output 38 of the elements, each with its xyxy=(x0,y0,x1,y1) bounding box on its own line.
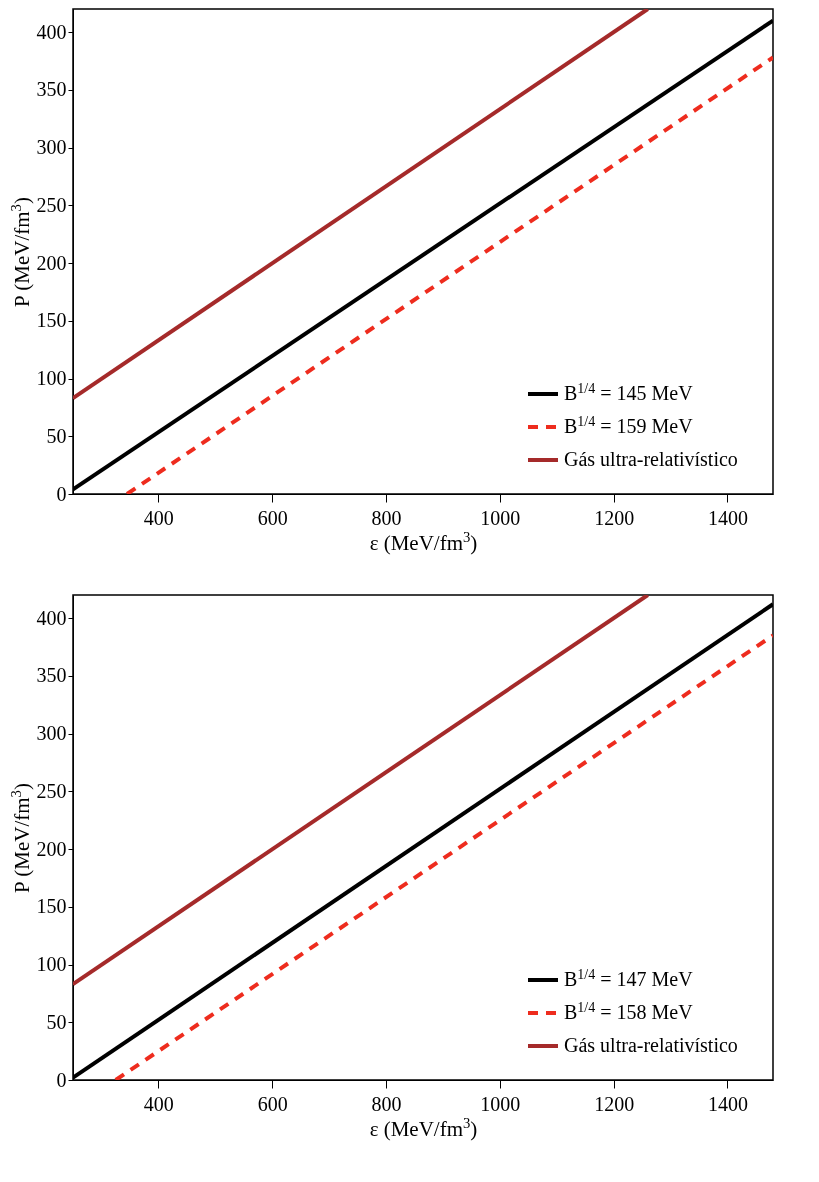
x-axis-title: ε (MeV/fm$^{3}$) xyxy=(369,528,478,555)
y-tick-label: 300 xyxy=(36,136,67,159)
y-tick-label: 150 xyxy=(36,895,67,918)
y-tick-label: 400 xyxy=(36,606,67,629)
y-tick-label: 200 xyxy=(36,837,67,860)
x-tick-label: 1000 xyxy=(480,1092,521,1115)
legend-label: B$^{1/4}$ = 159 MeV xyxy=(564,413,694,437)
y-tick-label: 250 xyxy=(36,779,67,802)
y-tick-label: 200 xyxy=(36,251,67,274)
x-tick-label: 1400 xyxy=(707,1092,748,1115)
x-axis-title: ε (MeV/fm$^{3}$) xyxy=(369,1114,478,1141)
x-tick-label: 800 xyxy=(371,506,402,529)
y-tick-label: 100 xyxy=(36,953,67,976)
y-tick-label: 50 xyxy=(46,1010,67,1033)
x-tick-label: 800 xyxy=(371,1092,402,1115)
y-tick-label: 0 xyxy=(56,1068,67,1091)
x-tick-label: 1200 xyxy=(594,1092,635,1115)
x-tick-label: 400 xyxy=(143,1092,174,1115)
legend-label: Gás ultra-relativístico xyxy=(564,448,738,470)
x-tick-label: 600 xyxy=(257,1092,288,1115)
y-tick-label: 150 xyxy=(36,309,67,332)
x-tick-label: 1000 xyxy=(480,506,521,529)
legend-label: B$^{1/4}$ = 147 MeV xyxy=(564,966,694,990)
y-tick-label: 100 xyxy=(36,367,67,390)
x-tick-label: 400 xyxy=(143,506,174,529)
y-tick-label: 0 xyxy=(56,482,67,505)
x-tick-label: 1400 xyxy=(707,506,748,529)
x-tick-label: 600 xyxy=(257,506,288,529)
y-tick-label: 350 xyxy=(36,78,67,101)
legend-label: B$^{1/4}$ = 145 MeV xyxy=(564,380,694,404)
legend-label: Gás ultra-relativístico xyxy=(564,1034,738,1056)
y-tick-label: 300 xyxy=(36,722,67,745)
legend-label: B$^{1/4}$ = 158 MeV xyxy=(564,999,694,1023)
y-tick-label: 350 xyxy=(36,664,67,687)
x-tick-label: 1200 xyxy=(594,506,635,529)
y-tick-label: 50 xyxy=(46,424,67,447)
y-tick-label: 400 xyxy=(36,20,67,43)
y-tick-label: 250 xyxy=(36,193,67,216)
